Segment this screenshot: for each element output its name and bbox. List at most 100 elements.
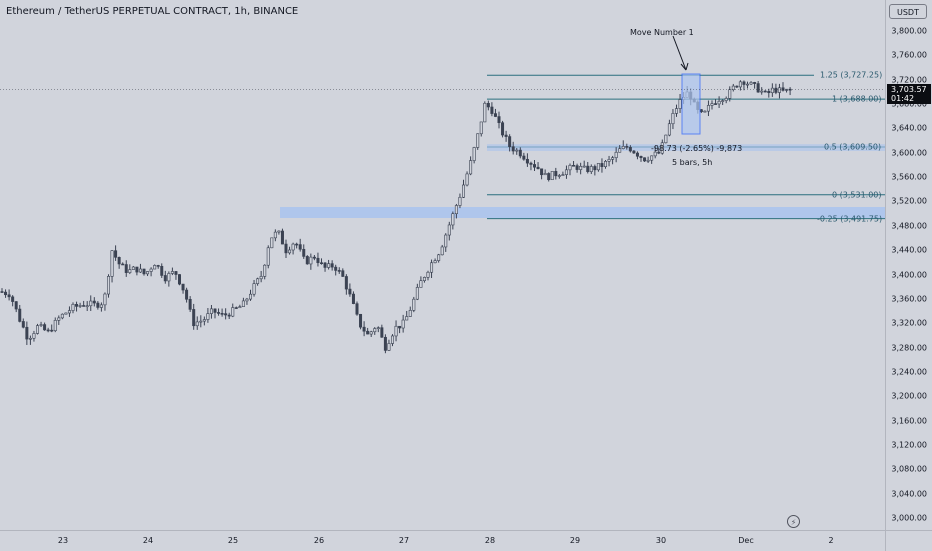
candle-body bbox=[469, 160, 473, 175]
candle-body bbox=[557, 175, 561, 177]
candle-body bbox=[628, 147, 632, 152]
candle-body bbox=[437, 254, 441, 261]
candle-body bbox=[572, 164, 576, 167]
candle-body bbox=[643, 157, 647, 162]
candle-body bbox=[515, 149, 519, 152]
candle-body bbox=[78, 305, 82, 307]
candle-body bbox=[408, 310, 412, 317]
price-tick-label: 3,520.00 bbox=[891, 196, 927, 206]
candle-body bbox=[121, 263, 125, 266]
candle-body bbox=[504, 134, 508, 137]
candle-body bbox=[777, 87, 781, 93]
candle-body bbox=[373, 328, 377, 333]
candle-body bbox=[252, 283, 256, 295]
candle-body bbox=[401, 319, 405, 329]
candle-body bbox=[749, 82, 753, 85]
candle-body bbox=[561, 174, 565, 176]
candle-body bbox=[138, 268, 142, 273]
candle-body bbox=[21, 321, 25, 328]
candle-body bbox=[82, 305, 86, 307]
candle-body bbox=[774, 87, 778, 93]
candle-body bbox=[0, 291, 4, 293]
candle-body bbox=[472, 147, 476, 161]
candle-body bbox=[202, 319, 206, 322]
support-zone bbox=[280, 207, 885, 218]
candle-body bbox=[199, 320, 203, 323]
candle-body bbox=[671, 113, 675, 125]
fib-label-1-25: 1.25 (3,727.25) bbox=[820, 70, 883, 80]
candle-body bbox=[735, 85, 739, 88]
candle-body bbox=[256, 278, 260, 284]
candle-body bbox=[699, 109, 703, 113]
candle-body bbox=[89, 300, 93, 307]
candle-body bbox=[259, 276, 263, 280]
candle-body bbox=[444, 234, 448, 248]
candle-body bbox=[124, 264, 128, 273]
candle-body bbox=[344, 276, 348, 290]
price-tick-label: 3,600.00 bbox=[891, 148, 927, 158]
price-chart-svg[interactable] bbox=[0, 0, 885, 530]
candle-body bbox=[646, 159, 650, 162]
candle-body bbox=[525, 158, 529, 164]
candle-body bbox=[635, 152, 639, 157]
chart-area[interactable]: Ethereum / TetherUS PERPETUAL CONTRACT, … bbox=[0, 0, 885, 530]
candle-body bbox=[11, 296, 15, 302]
candle-body bbox=[611, 157, 615, 160]
candle-body bbox=[341, 270, 345, 277]
symbol-title[interactable]: Ethereum / TetherUS PERPETUAL CONTRACT, … bbox=[6, 6, 299, 17]
candle-body bbox=[760, 90, 764, 93]
candle-body bbox=[632, 150, 636, 154]
annotation-arrow-head bbox=[680, 62, 689, 71]
candle-body bbox=[614, 151, 618, 159]
candle-body bbox=[245, 298, 249, 302]
candle-body bbox=[60, 313, 64, 319]
candle-body bbox=[327, 263, 331, 268]
candle-body bbox=[163, 275, 167, 282]
candle-body bbox=[28, 337, 32, 340]
currency-badge[interactable]: USDT bbox=[889, 4, 927, 19]
candle-body bbox=[387, 343, 391, 351]
fib-label-neg-0-25: -0.25 (3,491.75) bbox=[817, 214, 883, 224]
candle-body bbox=[603, 161, 607, 167]
price-axis[interactable]: 3,800.00 3,760.00 3,720.00 3,680.00 3,640.00… bbox=[885, 0, 932, 530]
candle-body bbox=[316, 257, 320, 264]
candle-body bbox=[366, 330, 370, 335]
candle-body bbox=[753, 82, 757, 84]
lightning-icon[interactable]: ⚡ bbox=[787, 515, 800, 528]
candle-body bbox=[625, 146, 629, 148]
time-tick-label: 23 bbox=[57, 536, 69, 545]
candle-body bbox=[738, 81, 742, 88]
time-tick-label: 27 bbox=[398, 536, 410, 545]
candle-body bbox=[596, 163, 600, 171]
candle-body bbox=[593, 166, 597, 171]
candle-body bbox=[376, 327, 380, 329]
candle-body bbox=[149, 268, 153, 272]
candle-body bbox=[14, 301, 18, 310]
candle-body bbox=[621, 146, 625, 149]
candle-body bbox=[511, 146, 515, 152]
candle-body bbox=[362, 326, 366, 332]
candle-body bbox=[714, 103, 718, 105]
candle-body bbox=[231, 307, 235, 317]
candle-body bbox=[128, 269, 132, 273]
candle-body bbox=[586, 165, 590, 172]
candle-body bbox=[731, 85, 735, 91]
candle-body bbox=[650, 155, 654, 161]
candle-body bbox=[664, 134, 668, 144]
candle-body bbox=[153, 265, 157, 270]
candle-body bbox=[532, 164, 536, 168]
candle-body bbox=[92, 300, 96, 304]
candle-body bbox=[334, 266, 338, 271]
price-tick-label: 3,440.00 bbox=[891, 245, 927, 255]
candle-body bbox=[405, 316, 409, 321]
candle-body bbox=[263, 264, 267, 277]
candle-body bbox=[96, 302, 100, 308]
candle-body bbox=[273, 231, 277, 239]
candle-body bbox=[114, 250, 118, 258]
candle-body bbox=[447, 224, 451, 236]
candle-body bbox=[266, 247, 270, 266]
candle-body bbox=[706, 105, 710, 112]
candle-body bbox=[178, 274, 182, 285]
time-axis[interactable]: 23 24 25 26 27 28 29 30 Dec 2 bbox=[0, 530, 885, 551]
candle-body bbox=[46, 329, 50, 332]
